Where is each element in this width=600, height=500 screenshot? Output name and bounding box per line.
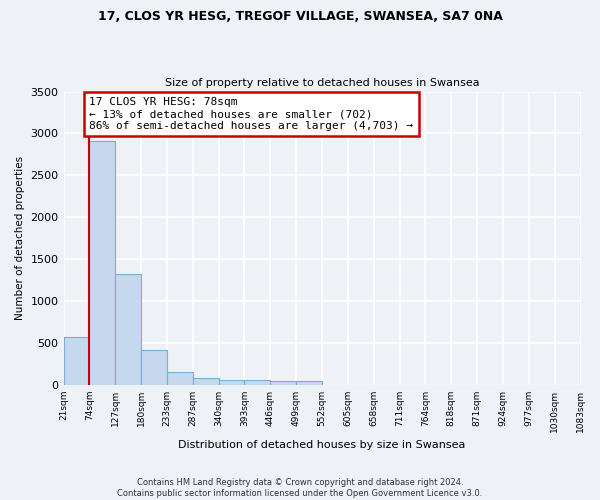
Bar	[193, 378, 218, 384]
Y-axis label: Number of detached properties: Number of detached properties	[15, 156, 25, 320]
Bar	[115, 274, 141, 384]
Bar	[244, 380, 271, 384]
Bar	[218, 380, 244, 384]
Bar	[296, 382, 322, 384]
Text: 17, CLOS YR HESG, TREGOF VILLAGE, SWANSEA, SA7 0NA: 17, CLOS YR HESG, TREGOF VILLAGE, SWANSE…	[98, 10, 502, 23]
Bar	[167, 372, 193, 384]
Title: Size of property relative to detached houses in Swansea: Size of property relative to detached ho…	[165, 78, 479, 88]
X-axis label: Distribution of detached houses by size in Swansea: Distribution of detached houses by size …	[178, 440, 466, 450]
Bar	[64, 337, 89, 384]
Text: Contains HM Land Registry data © Crown copyright and database right 2024.
Contai: Contains HM Land Registry data © Crown c…	[118, 478, 482, 498]
Bar	[271, 381, 296, 384]
Text: 17 CLOS YR HESG: 78sqm
← 13% of detached houses are smaller (702)
86% of semi-de: 17 CLOS YR HESG: 78sqm ← 13% of detached…	[89, 98, 413, 130]
Bar	[141, 350, 167, 384]
Bar	[89, 141, 115, 384]
